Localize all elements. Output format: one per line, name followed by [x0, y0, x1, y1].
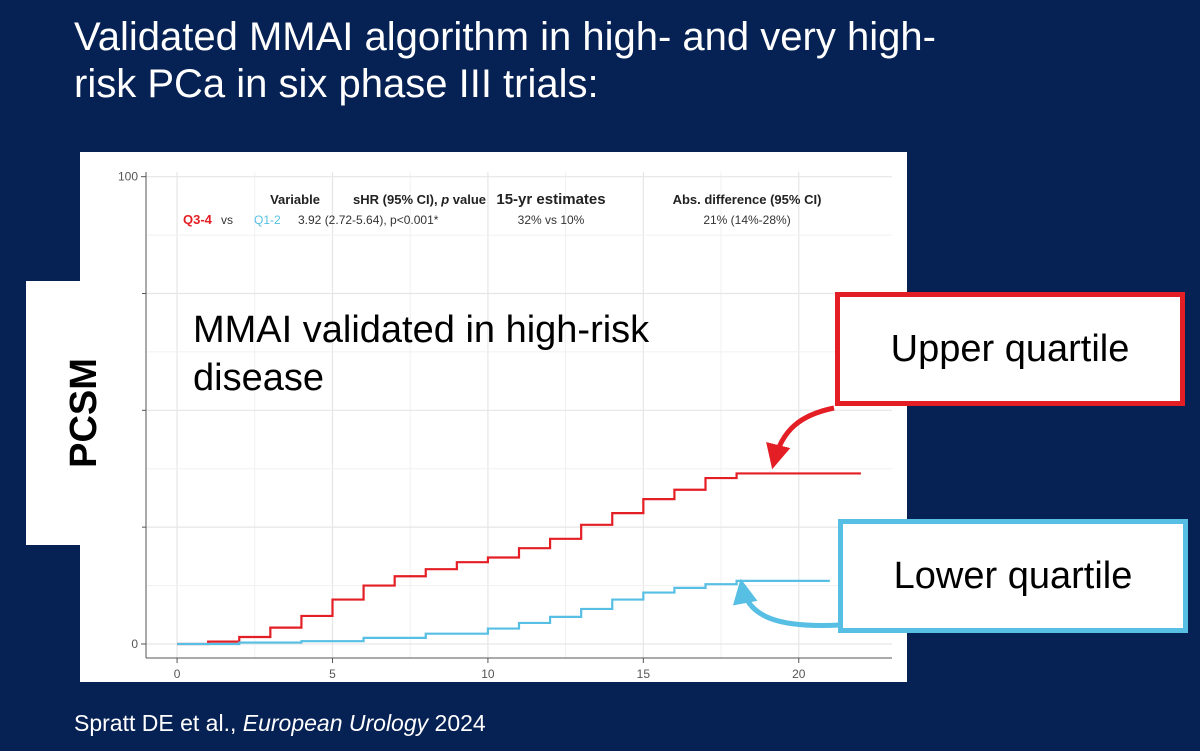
- citation-year: 2024: [428, 710, 486, 736]
- table-estimates-value: 32% vs 10%: [518, 213, 585, 227]
- table-group2: Q1-2: [254, 213, 281, 227]
- citation-journal: European Urology: [242, 710, 429, 736]
- x-tick-label: 10: [481, 667, 495, 681]
- y-axis-label-box: PCSM: [26, 281, 142, 545]
- km-chart: 051015200255075100 Variable sHR (95% CI)…: [118, 170, 892, 681]
- lower-quartile-callout: Lower quartile: [838, 519, 1188, 633]
- y-axis-label: PCSM: [63, 358, 105, 468]
- upper-quartile-callout: Upper quartile: [835, 292, 1185, 406]
- chart-panel: 051015200255075100 Variable sHR (95% CI)…: [80, 152, 907, 682]
- y-tick-label: 100: [118, 170, 138, 184]
- citation-authors: Spratt DE et al.,: [74, 710, 243, 736]
- series-line-upper: [177, 472, 861, 646]
- table-difference-value: 21% (14%-28%): [703, 213, 790, 227]
- slide-title: Validated MMAI algorithm in high- and ve…: [74, 15, 936, 106]
- series-line-lower: [177, 579, 830, 646]
- table-vs: vs: [221, 213, 233, 227]
- x-tick-label: 15: [637, 667, 651, 681]
- table-header-shr: sHR (95% CI), p value: [353, 192, 486, 207]
- table-header-estimates: 15-yr estimates: [496, 191, 605, 208]
- annotation-line-2: disease: [193, 357, 324, 399]
- citation: Spratt DE et al., European Urology 2024: [74, 710, 486, 737]
- x-tick-label: 5: [329, 667, 336, 681]
- table-shr-value: 3.92 (2.72-5.64), p<0.001*: [298, 213, 439, 227]
- table-header-difference: Abs. difference (95% CI): [673, 192, 822, 207]
- table-header-variable: Variable: [270, 192, 320, 207]
- x-tick-label: 0: [174, 667, 181, 681]
- annotation-line-1: MMAI validated in high-risk: [193, 309, 650, 351]
- table-group1: Q3-4: [183, 212, 213, 227]
- x-tick-label: 20: [792, 667, 806, 681]
- y-tick-label: 0: [131, 637, 138, 651]
